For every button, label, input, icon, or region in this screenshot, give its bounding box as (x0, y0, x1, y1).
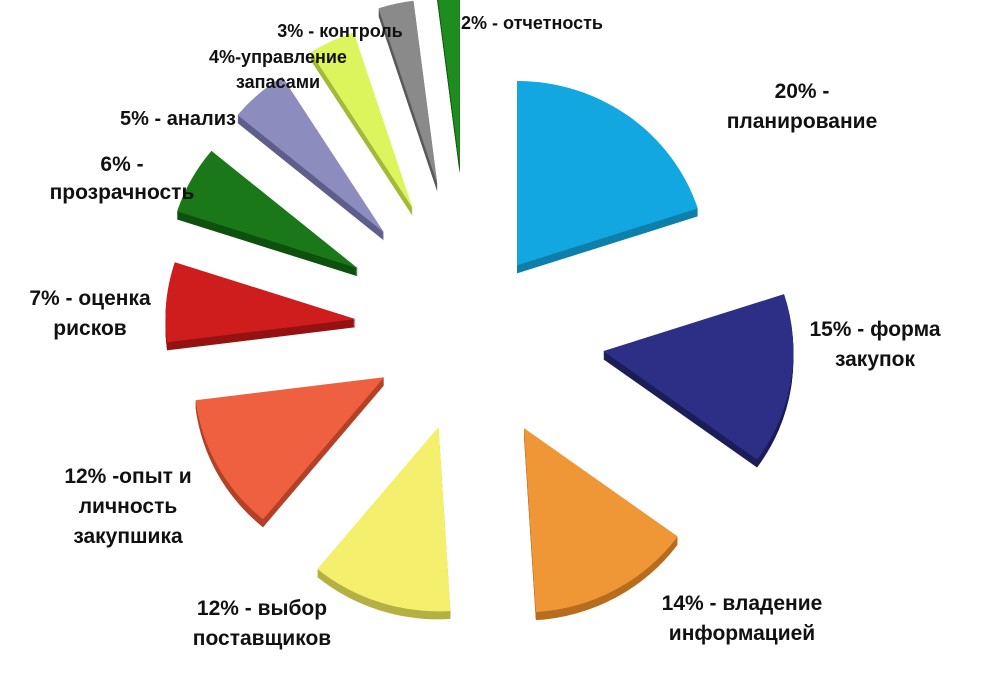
slice-label: 3% - контроль (277, 21, 403, 41)
slice-label-line: рисков (53, 317, 126, 340)
slice-label: 7% - оценка рисков (29, 287, 151, 340)
pie-slice-highlight (165, 262, 356, 343)
slice-label-line: 20% - (775, 80, 830, 103)
slice-label-line: 5% - анализ (120, 108, 236, 130)
pie-slice-highlight (438, 0, 460, 166)
slice-label-line: 15% - форма (809, 318, 940, 341)
pie-slice-highlight (177, 150, 358, 269)
slice-label-line: 3% - контроль (277, 21, 403, 41)
slice-label-line: информацией (669, 622, 815, 645)
pie-slice-highlight (195, 377, 385, 520)
pie-slice-highlight (523, 428, 678, 613)
slice-label: 12% - выбор поставщиков (193, 597, 331, 650)
slice-label-line: личность (79, 495, 178, 518)
slice-label: 15% - форма закупок (809, 318, 940, 371)
slice-label-line: поставщиков (193, 627, 331, 650)
slice-label: 6% - прозрачность (50, 153, 195, 204)
pie-slice-highlight (517, 80, 698, 266)
slice-label: 20% - планирование (727, 80, 878, 133)
slice-label-line: запасами (236, 72, 320, 92)
slice-label-line: планирование (727, 110, 878, 133)
slice-label-line: 2% - отчетность (461, 13, 603, 33)
pie-slice-highlight (317, 427, 451, 612)
slice-label-line: прозрачность (50, 181, 195, 204)
slice-label-line: 14% - владение (662, 592, 823, 615)
pie-slice-highlight (378, 0, 438, 184)
pie-slice-highlight (603, 294, 794, 460)
slice-label: 12% -опыт и личность закупшика (64, 465, 191, 548)
slice-label-line: 12% - выбор (197, 597, 327, 620)
slice-label-line: 6% - (100, 153, 143, 176)
slice-label-line: 7% - оценка (29, 287, 151, 310)
slice-label: 2% - отчетность (461, 13, 603, 33)
slice-label-line: 12% -опыт и (64, 465, 191, 488)
pie-slice-highlight (310, 32, 413, 208)
slice-label: 4%-управление запасами (209, 47, 347, 92)
pie-slice-highlight (237, 76, 385, 233)
slice-label-line: закупок (835, 348, 916, 371)
slice-label: 14% - владение информацией (662, 592, 823, 645)
slice-label: 5% - анализ (120, 108, 236, 130)
slice-label-line: 4%-управление (209, 47, 347, 67)
slice-label-line: закупшика (73, 525, 183, 548)
